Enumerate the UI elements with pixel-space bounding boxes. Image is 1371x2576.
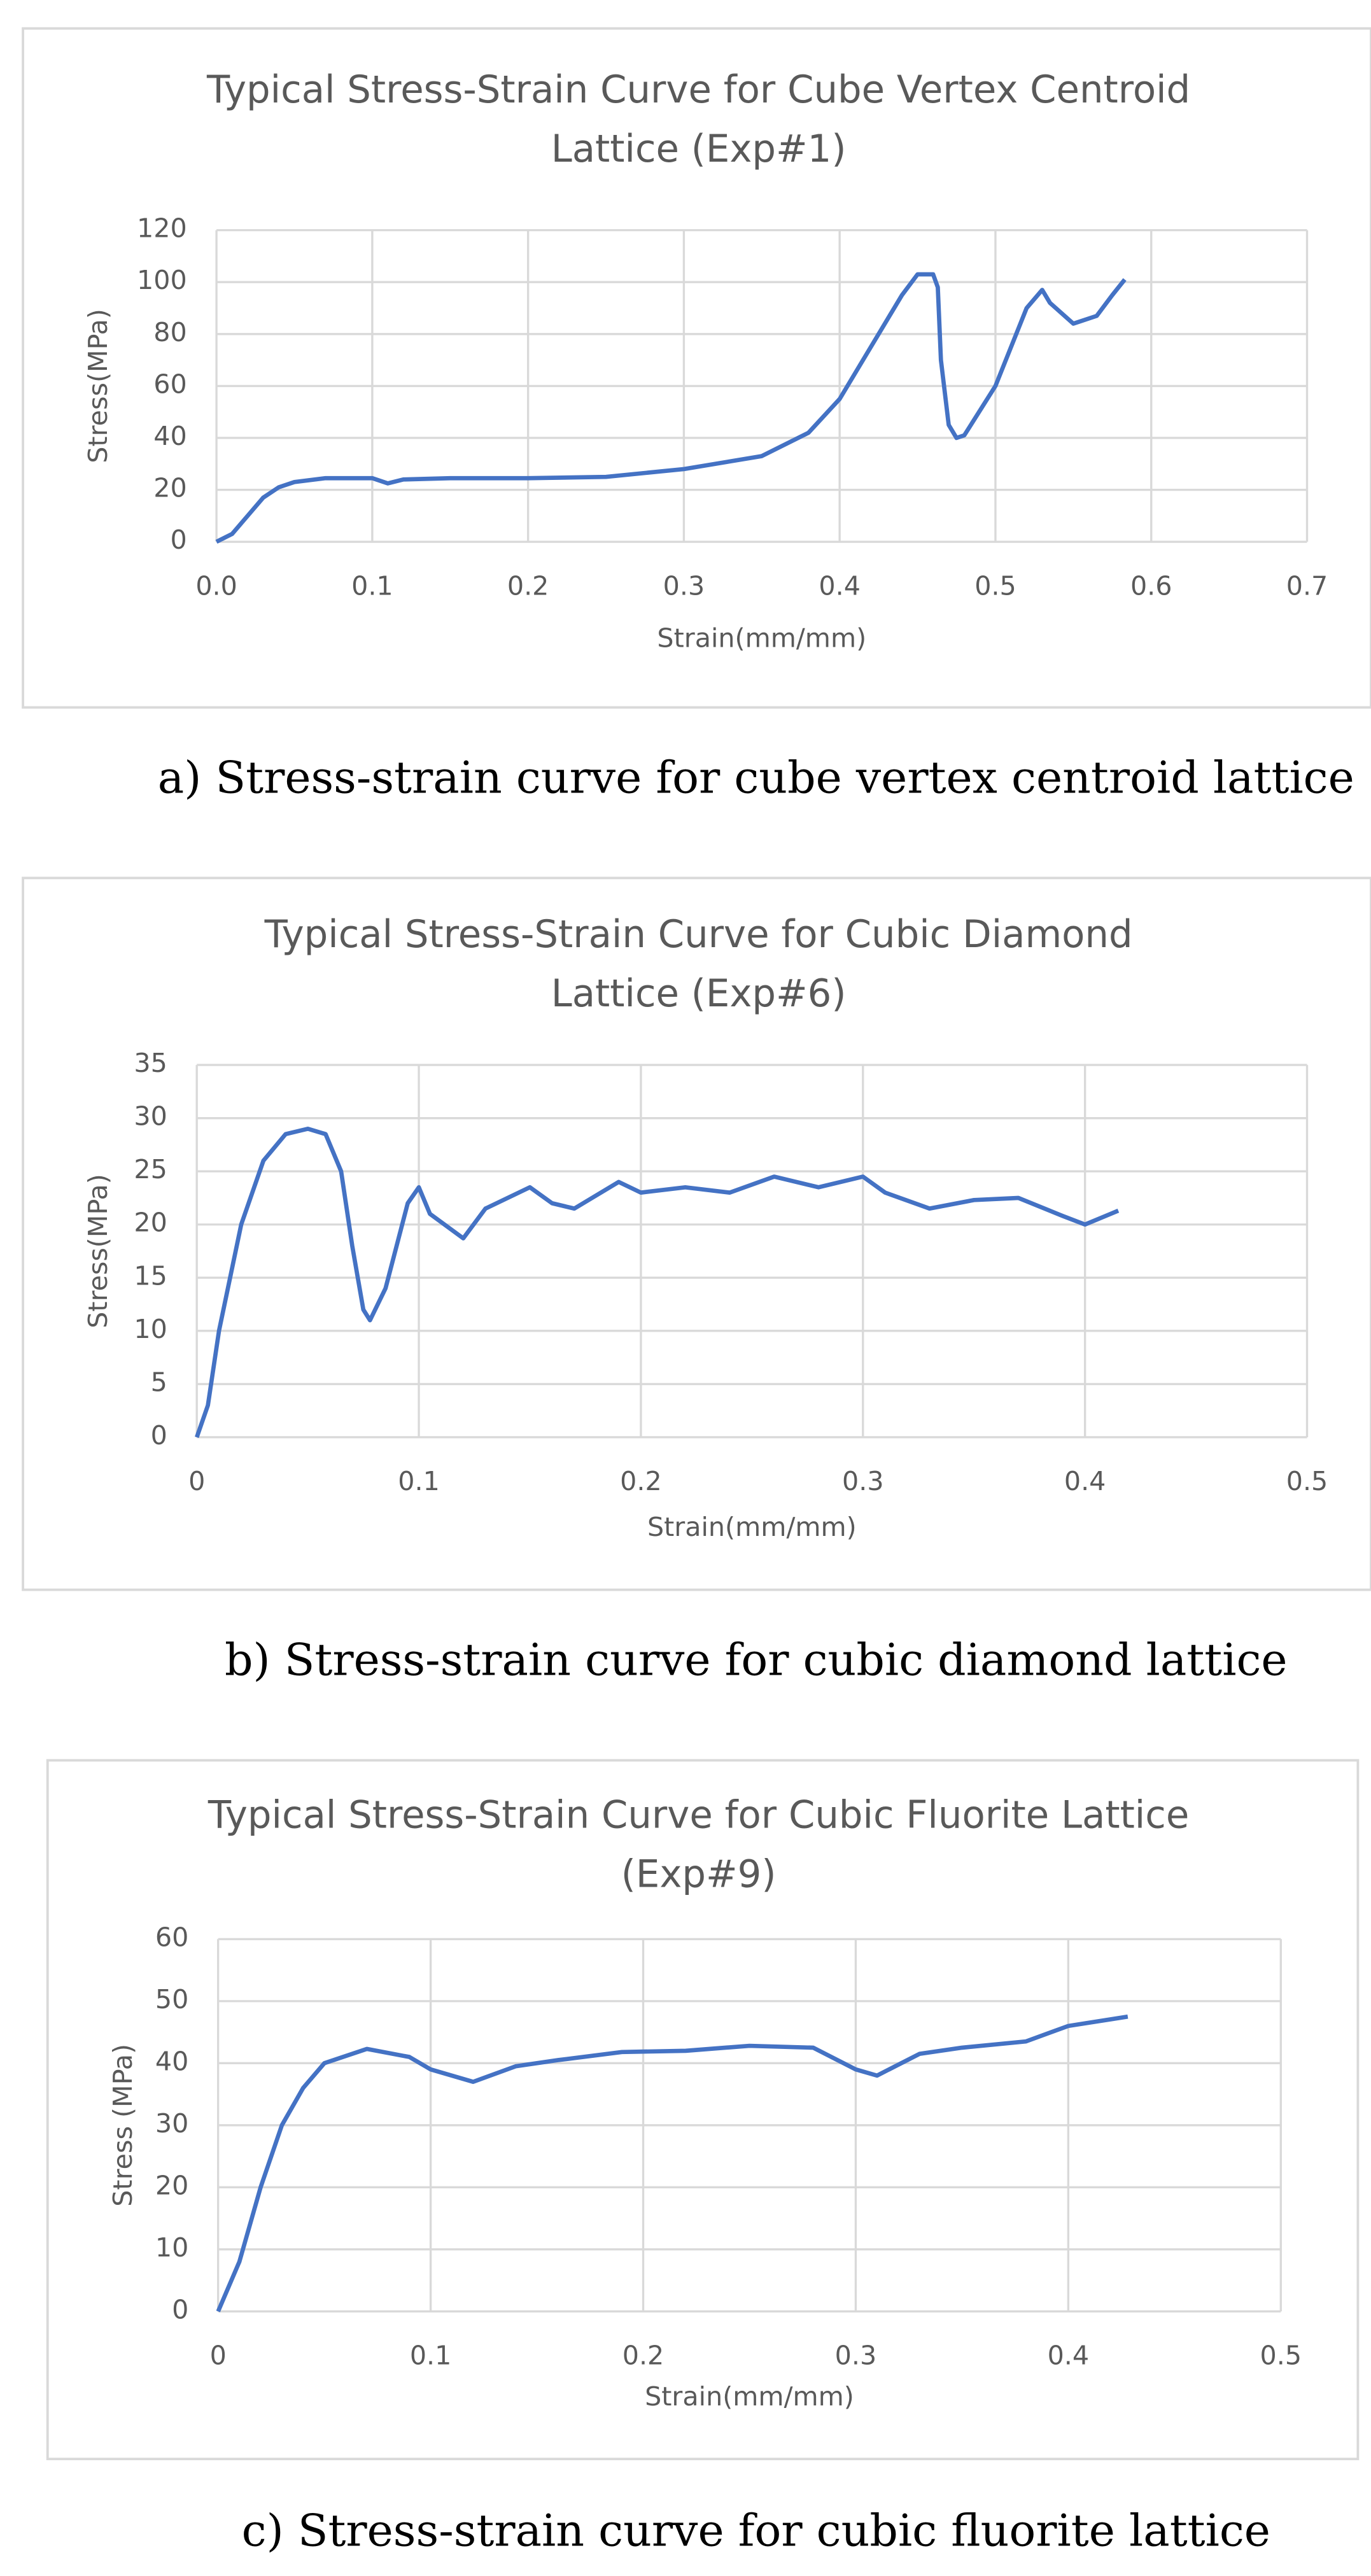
caption: c) Stress-strain curve for cubic fluorit… xyxy=(242,2505,1270,2557)
y-tick-label: 10 xyxy=(134,1314,167,1344)
x-tick-label: 0 xyxy=(188,1466,205,1496)
title-line: Typical Stress-Strain Curve for Cubic Fl… xyxy=(207,1793,1189,1837)
chart-frame xyxy=(46,1759,1360,2461)
data-line xyxy=(195,1126,1120,1439)
chart-frame xyxy=(22,27,1371,709)
title-line: Lattice (Exp#1) xyxy=(551,127,847,171)
x-tick-label: 0.2 xyxy=(620,1466,662,1496)
chart-frame xyxy=(22,876,1371,1591)
x-tick-label: 0.1 xyxy=(351,570,393,601)
x-tick-label: 0.3 xyxy=(663,570,705,601)
y-tick-label: 120 xyxy=(137,213,187,244)
title-line: (Exp#9) xyxy=(621,1852,777,1896)
x-axis-label: Strain(mm/mm) xyxy=(647,1512,857,1542)
y-tick-label: 15 xyxy=(134,1260,167,1291)
x-tick-label: 0.6 xyxy=(1130,570,1172,601)
y-tick-label: 30 xyxy=(155,2108,188,2139)
y-tick-label: 5 xyxy=(151,1367,167,1397)
caption: a) Stress-strain curve for cube vertex c… xyxy=(158,752,1354,803)
x-tick-label: 0.4 xyxy=(1048,2340,1090,2370)
y-tick-label: 100 xyxy=(137,265,187,295)
chart-title: Typical Stress-Strain Curve for Cube Ver… xyxy=(206,67,1190,171)
x-tick-label: 0.1 xyxy=(398,1466,440,1496)
y-axis-label: Stress (MPa) xyxy=(108,2044,138,2207)
title-line: Typical Stress-Strain Curve for Cubic Di… xyxy=(264,912,1133,956)
y-tick-label: 0 xyxy=(172,2294,188,2325)
y-tick-label: 20 xyxy=(153,473,186,503)
y-tick-label: 20 xyxy=(134,1207,167,1238)
y-tick-label: 60 xyxy=(153,369,186,399)
y-tick-label: 20 xyxy=(155,2170,188,2200)
y-tick-label: 30 xyxy=(134,1101,167,1132)
x-tick-label: 0.2 xyxy=(622,2340,664,2370)
y-tick-label: 60 xyxy=(155,1922,188,1952)
y-tick-label: 25 xyxy=(134,1154,167,1185)
y-tick-label: 10 xyxy=(155,2232,188,2263)
x-tick-label: 0.3 xyxy=(835,2340,877,2370)
x-tick-label: 0.7 xyxy=(1286,570,1328,601)
x-axis-label: Strain(mm/mm) xyxy=(657,623,866,654)
x-tick-label: 0 xyxy=(210,2340,227,2370)
x-tick-label: 0.2 xyxy=(507,570,549,601)
y-tick-label: 40 xyxy=(153,421,186,451)
x-tick-label: 0.5 xyxy=(1260,2340,1302,2370)
chart-title: Typical Stress-Strain Curve for Cubic Di… xyxy=(264,912,1133,1015)
y-tick-label: 40 xyxy=(155,2046,188,2076)
caption: b) Stress-strain curve for cubic diamond… xyxy=(225,1635,1288,1686)
x-tick-label: 0.0 xyxy=(195,570,237,601)
y-axis-label: Stress(MPa) xyxy=(83,309,113,463)
y-tick-label: 80 xyxy=(153,317,186,348)
x-tick-label: 0.4 xyxy=(819,570,861,601)
y-tick-label: 0 xyxy=(170,524,186,555)
x-tick-label: 0.5 xyxy=(974,570,1016,601)
x-tick-label: 0.3 xyxy=(842,1466,884,1496)
y-axis-label: Stress(MPa) xyxy=(83,1174,113,1328)
x-tick-label: 0.4 xyxy=(1064,1466,1106,1496)
x-axis-label: Strain(mm/mm) xyxy=(645,2381,854,2412)
chart-title: Typical Stress-Strain Curve for Cubic Fl… xyxy=(207,1793,1189,1896)
y-tick-label: 50 xyxy=(155,1984,188,2015)
y-tick-label: 0 xyxy=(151,1420,167,1451)
x-tick-label: 0.1 xyxy=(410,2340,452,2370)
title-line: Typical Stress-Strain Curve for Cube Ver… xyxy=(206,67,1190,111)
data-line xyxy=(215,272,1127,544)
title-line: Lattice (Exp#6) xyxy=(551,971,847,1015)
data-line xyxy=(216,2014,1128,2312)
y-tick-label: 35 xyxy=(134,1048,167,1078)
x-tick-label: 0.5 xyxy=(1286,1466,1328,1496)
